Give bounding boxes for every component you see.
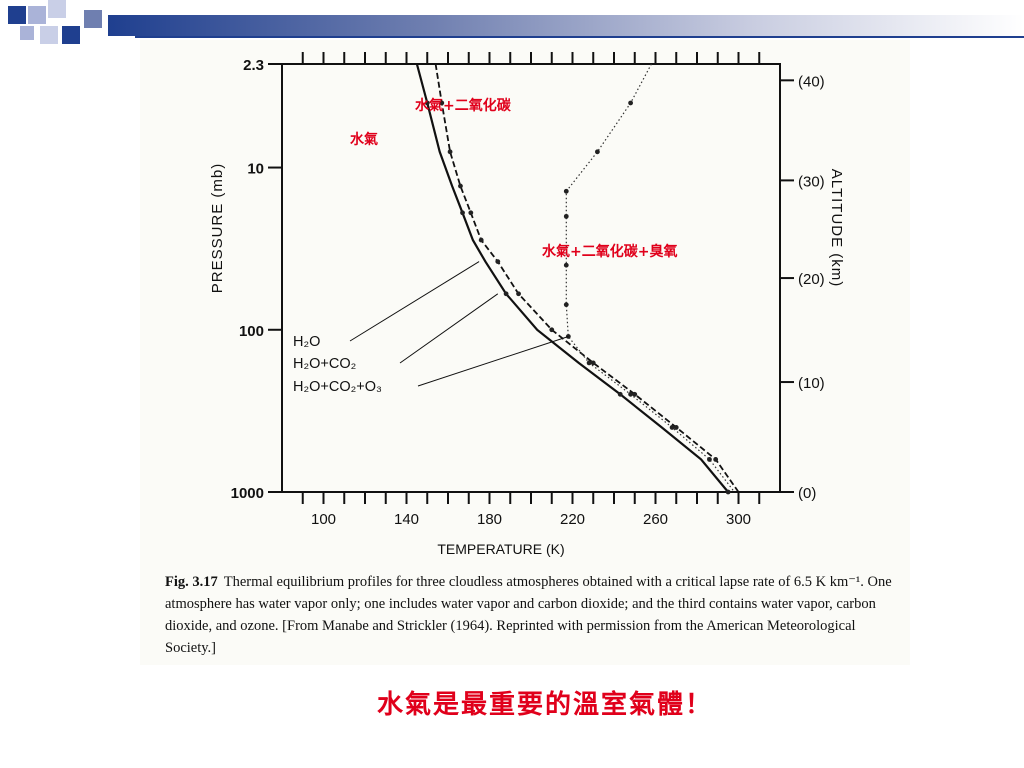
legend-entry-1: H₂O	[293, 334, 320, 350]
x-tick-label: 260	[643, 511, 668, 528]
decor-square	[48, 0, 66, 18]
title-bar-rule	[135, 36, 1024, 38]
series-3-point	[563, 262, 569, 268]
series-1-point	[617, 391, 623, 397]
legend-leader-line	[399, 293, 499, 364]
decor-square	[28, 6, 46, 24]
decor-square	[84, 10, 102, 28]
series-2-point	[495, 259, 501, 265]
scanned-figure-background	[140, 40, 910, 665]
series-1-point	[460, 210, 465, 216]
y-tick-label: 2.3	[243, 57, 264, 74]
series-2-point	[549, 327, 555, 333]
series-3-point	[628, 391, 633, 397]
x-tick-label: 100	[311, 511, 336, 528]
annotation-zh-1: 水氣+二氧化碳	[415, 97, 512, 114]
series-2-point	[632, 391, 638, 397]
altitude-tick-label: (20)	[798, 271, 825, 288]
series-2-point	[590, 360, 596, 366]
decor-square	[20, 26, 34, 40]
x-axis-title: TEMPERATURE (K)	[437, 541, 564, 557]
altitude-tick-label: (40)	[798, 73, 825, 90]
series-1-point	[725, 489, 731, 495]
slide-headline: 水氣是最重要的溫室氣體！	[376, 690, 713, 720]
legend-leader-line	[349, 261, 480, 342]
series-3-point	[586, 360, 592, 366]
annotation-zh-3: 水氣+二氧化碳+臭氧	[542, 243, 677, 260]
y-axis-title: PRESSURE (mb)	[209, 163, 226, 294]
x-tick-label: 180	[477, 511, 502, 528]
altitude-tick-label: (0)	[798, 485, 816, 502]
figure-caption-text: Thermal equilibrium profiles for three c…	[165, 574, 892, 656]
x-tick-label: 220	[560, 511, 585, 528]
annotation-zh-2: 水氣	[350, 131, 378, 148]
series-2-point	[458, 183, 463, 189]
y-tick-label: 10	[247, 161, 264, 178]
decor-square	[8, 6, 26, 24]
legend-entry-3: H₂O+CO₂+O₃	[293, 379, 382, 395]
series-2-point	[468, 210, 474, 216]
series-1-point	[503, 291, 509, 297]
series-3-point	[563, 188, 569, 194]
x-tick-label: 300	[726, 511, 751, 528]
series-line-1	[415, 63, 729, 493]
series-3-point	[595, 149, 600, 155]
series-line-3	[565, 63, 735, 493]
series-2-point	[447, 149, 453, 155]
series-2-point	[673, 425, 679, 430]
y-tick-label: 100	[239, 323, 264, 340]
altitude-tick-label: (10)	[798, 375, 825, 392]
temperature-profile-chart: 100 140 180 220 260 300 2.3 10 100 1000 (40) (30) (2…	[209, 52, 845, 557]
title-bar-gradient	[108, 15, 1024, 36]
series-line-2	[434, 63, 740, 493]
series-1-point	[424, 100, 430, 106]
legend-entry-2: H₂O+CO₂	[293, 356, 356, 372]
decor-square	[62, 26, 80, 44]
figure-caption: Fig. 3.17 Thermal equilibrium profiles fo…	[165, 571, 910, 659]
y-tick-label: 1000	[231, 485, 264, 502]
series-2-point	[516, 291, 521, 297]
plot-frame	[281, 63, 781, 493]
y2-axis-title: ALTITUDE (km)	[828, 169, 845, 288]
series-2-point	[713, 457, 719, 462]
series-3-point	[563, 302, 569, 308]
figure-label: Fig. 3.17	[165, 574, 218, 590]
decor-square	[40, 26, 58, 44]
legend-leader-line	[417, 336, 569, 387]
x-tick-label: 140	[394, 511, 419, 528]
series-3-point	[669, 425, 675, 430]
altitude-tick-label: (30)	[798, 173, 825, 190]
series-3-point	[563, 213, 569, 219]
series-2-point	[478, 237, 484, 243]
series-3-point	[628, 100, 633, 106]
series-3-point	[707, 457, 712, 462]
series-2-point	[439, 100, 445, 106]
